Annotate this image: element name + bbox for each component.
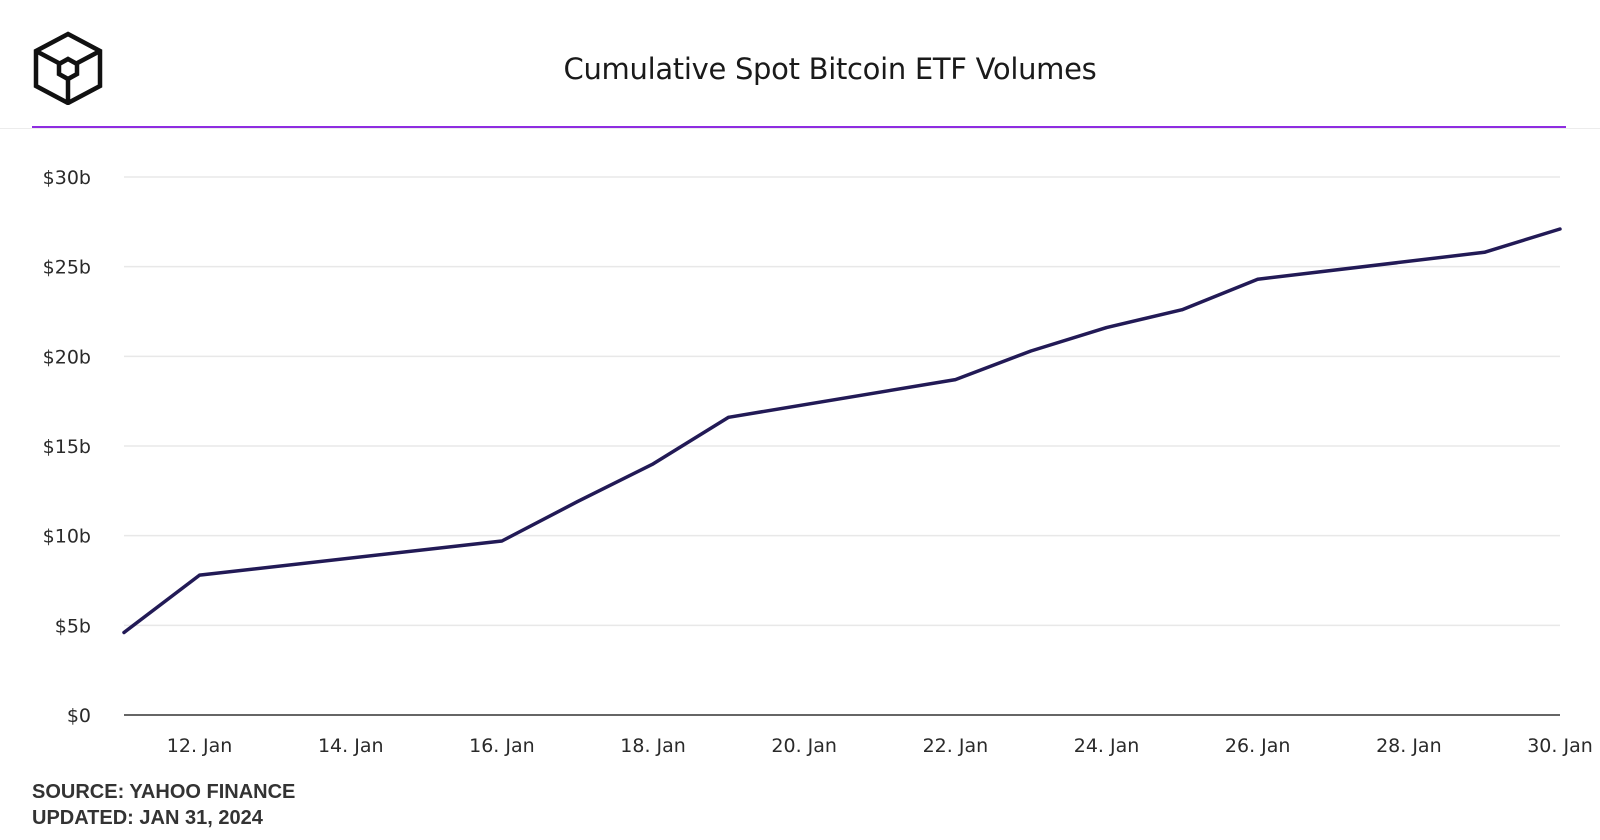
data-point xyxy=(198,573,202,577)
x-tick-label: 24. Jan xyxy=(1074,735,1140,757)
data-point xyxy=(727,415,731,419)
header-divider xyxy=(32,126,1566,128)
data-point xyxy=(1105,326,1109,330)
y-tick-label: $5b xyxy=(55,615,91,637)
y-tick-label: $10b xyxy=(43,526,91,548)
y-tick-label: $30b xyxy=(43,167,91,189)
data-point xyxy=(953,378,957,382)
x-tick-label: 28. Jan xyxy=(1376,735,1442,757)
y-tick-label: $15b xyxy=(43,436,91,458)
data-point xyxy=(500,539,504,543)
x-tick-label: 16. Jan xyxy=(469,735,535,757)
data-point xyxy=(1558,227,1562,231)
data-point xyxy=(651,462,655,466)
chart-header: Cumulative Spot Bitcoin ETF Volumes xyxy=(0,0,1600,129)
data-point xyxy=(122,631,126,635)
y-tick-label: $20b xyxy=(43,346,91,368)
y-tick-label: $25b xyxy=(43,257,91,279)
x-tick-label: 30. Jan xyxy=(1527,735,1593,757)
data-point xyxy=(1180,308,1184,312)
data-point xyxy=(1029,349,1033,353)
x-tick-label: 18. Jan xyxy=(620,735,686,757)
x-tick-label: 14. Jan xyxy=(318,735,384,757)
chart-footer: SOURCE: YAHOO FINANCE UPDATED: JAN 31, 2… xyxy=(32,779,295,831)
x-tick-label: 22. Jan xyxy=(923,735,989,757)
series-line xyxy=(122,227,1562,635)
chart-title: Cumulative Spot Bitcoin ETF Volumes xyxy=(563,52,1097,86)
cube-logo-icon xyxy=(33,31,103,105)
y-tick-label: $0 xyxy=(67,705,91,727)
data-point xyxy=(1482,250,1486,254)
data-point xyxy=(575,500,579,504)
data-point xyxy=(1256,277,1260,281)
x-tick-label: 26. Jan xyxy=(1225,735,1291,757)
updated-note: UPDATED: JAN 31, 2024 xyxy=(32,807,263,829)
source-note: SOURCE: YAHOO FINANCE xyxy=(32,781,296,803)
x-axis-tick-labels: 12. Jan 14. Jan 16. Jan 18. Jan 20. Jan 22. J… xyxy=(167,735,1593,757)
grid-lines xyxy=(124,176,1560,627)
series xyxy=(122,227,1562,635)
line-chart: $0 $5b $10b $15b $20b $25b $30b 12. Jan 14. Jan… xyxy=(43,167,1593,757)
x-tick-label: 20. Jan xyxy=(771,735,837,757)
y-axis-tick-labels: $0 $5b $10b $15b $20b $25b $30b xyxy=(43,167,91,727)
x-tick-label: 12. Jan xyxy=(167,735,233,757)
